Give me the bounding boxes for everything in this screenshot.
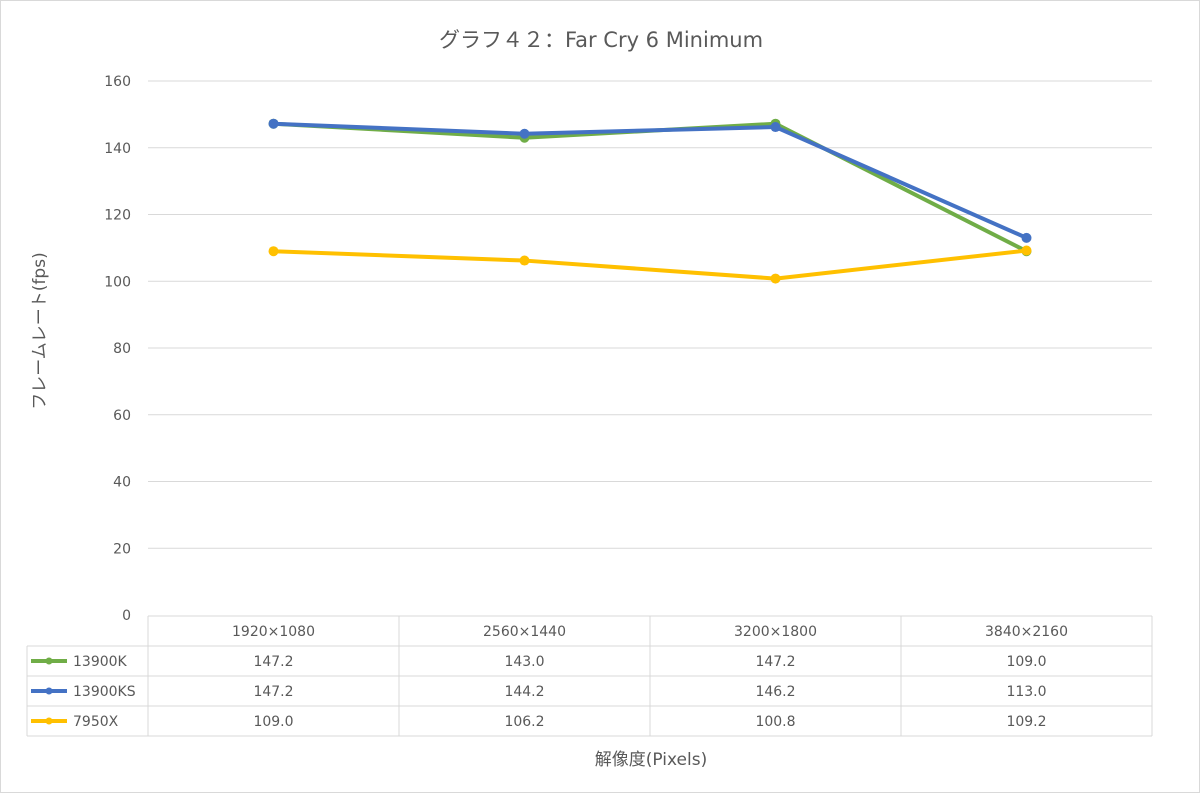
y-tick-label: 80 [113,341,131,357]
data-table: 1920×1080 2560×1440 3200×1800 3840×2160 1390… [26,615,1153,737]
y-tick-label: 40 [113,475,131,491]
data-point [770,273,781,284]
data-point [268,118,279,129]
data-point [268,246,279,257]
gridlines [148,80,1152,549]
table-value: 109.0 [1006,654,1046,670]
series-lines [268,118,1032,284]
series [268,245,1032,284]
y-tick-label: 100 [104,274,131,290]
y-tick-label: 20 [113,541,131,557]
table-value: 147.2 [755,654,795,670]
x-category-label: 3840×2160 [985,624,1068,640]
y-tick-label: 160 [104,74,131,90]
series [268,118,1032,243]
table-value: 100.8 [755,714,795,730]
legend-label: 13900K [73,654,128,670]
series-line [271,121,1029,240]
y-tick-label: 0 [122,608,131,624]
table-value: 109.2 [1006,714,1046,730]
x-category-label: 3200×1800 [734,624,817,640]
legend-key-marker [45,657,53,665]
table-value: 109.0 [253,714,293,730]
legend-label: 7950X [73,714,119,730]
data-point [770,122,781,133]
x-axis-title: 解像度(Pixels) [595,750,707,770]
x-category-label: 2560×1440 [483,624,566,640]
data-point [519,128,530,139]
series-line [271,248,1029,281]
legend-key-marker [45,717,53,725]
x-category-label: 1920×1080 [232,624,315,640]
table-value: 144.2 [504,684,544,700]
data-point [519,255,530,266]
y-tick-label: 60 [113,408,131,424]
table-value: 143.0 [504,654,544,670]
table-value: 147.2 [253,684,293,700]
table-value: 113.0 [1006,684,1046,700]
y-tick-labels: 0 20 40 60 80 100 120 140 160 [104,74,131,624]
y-tick-label: 120 [104,208,131,224]
data-point [1021,232,1032,243]
legend-label: 13900KS [73,684,136,700]
data-point [1021,245,1032,256]
table-value: 147.2 [253,654,293,670]
table-value: 146.2 [755,684,795,700]
y-tick-label: 140 [104,141,131,157]
chart-title: グラフ４２：Far Cry 6 Minimum [439,28,763,52]
table-value: 106.2 [504,714,544,730]
y-axis-title: フレームレート(fps) [30,252,50,409]
legend-key-marker [45,687,53,695]
